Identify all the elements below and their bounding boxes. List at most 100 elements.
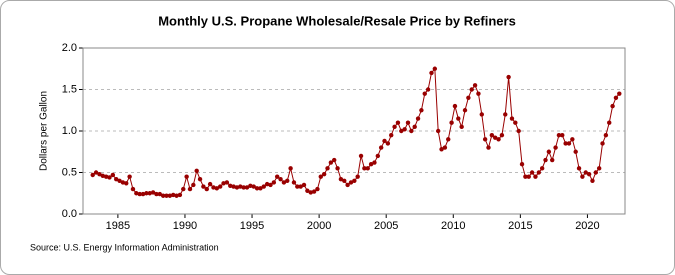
point bbox=[217, 184, 223, 189]
point bbox=[365, 166, 370, 171]
x-tick-label: 2020 bbox=[575, 220, 599, 232]
point bbox=[412, 124, 417, 130]
point bbox=[573, 149, 578, 154]
point bbox=[399, 128, 404, 134]
point bbox=[409, 128, 414, 134]
point bbox=[389, 132, 394, 138]
point bbox=[241, 185, 246, 190]
point bbox=[546, 149, 552, 154]
point bbox=[311, 189, 317, 194]
point bbox=[466, 95, 471, 101]
point bbox=[271, 180, 277, 185]
point bbox=[321, 171, 327, 177]
point bbox=[600, 141, 605, 146]
point bbox=[368, 162, 374, 167]
x-tick-label: 2015 bbox=[508, 220, 532, 232]
point bbox=[425, 87, 431, 92]
point bbox=[509, 116, 515, 121]
point bbox=[130, 186, 136, 192]
point bbox=[603, 132, 609, 138]
y-tick-label: 1.0 bbox=[62, 125, 77, 137]
point bbox=[254, 186, 260, 191]
point bbox=[291, 180, 297, 185]
point bbox=[590, 178, 595, 183]
chart-title: Monthly U.S. Propane Wholesale/Resale Pr… bbox=[158, 13, 516, 28]
point bbox=[405, 120, 411, 125]
point bbox=[529, 170, 535, 175]
point bbox=[583, 170, 588, 175]
point bbox=[533, 174, 538, 179]
point bbox=[419, 108, 424, 113]
point bbox=[489, 132, 495, 138]
point bbox=[479, 112, 484, 117]
point bbox=[124, 181, 129, 186]
point bbox=[560, 132, 565, 138]
point bbox=[459, 124, 464, 130]
point bbox=[214, 186, 220, 191]
x-tick-label: 1995 bbox=[240, 220, 264, 232]
x-tick-label: 1990 bbox=[173, 220, 197, 232]
point bbox=[593, 170, 599, 175]
point bbox=[382, 138, 387, 144]
point bbox=[580, 174, 585, 179]
point bbox=[335, 166, 340, 171]
point bbox=[164, 193, 169, 198]
point bbox=[261, 184, 266, 189]
point bbox=[516, 128, 521, 134]
point bbox=[221, 181, 226, 186]
point bbox=[211, 185, 216, 190]
point bbox=[207, 181, 213, 187]
point bbox=[395, 120, 401, 125]
point bbox=[157, 191, 163, 197]
point bbox=[325, 166, 330, 171]
x-tick-label: 2010 bbox=[441, 220, 465, 232]
x-tick-label: 2000 bbox=[307, 220, 331, 232]
point bbox=[264, 181, 270, 187]
point bbox=[456, 116, 461, 121]
point bbox=[610, 103, 615, 109]
point bbox=[550, 157, 555, 163]
point bbox=[137, 191, 142, 197]
point bbox=[392, 124, 397, 130]
point bbox=[352, 178, 357, 183]
point bbox=[338, 176, 344, 182]
point bbox=[513, 120, 518, 125]
point bbox=[160, 193, 166, 198]
point bbox=[191, 182, 196, 188]
point bbox=[536, 170, 542, 175]
point bbox=[174, 193, 179, 198]
point bbox=[342, 178, 347, 183]
point bbox=[258, 186, 263, 191]
point bbox=[345, 182, 350, 188]
point bbox=[328, 160, 334, 165]
point bbox=[154, 191, 159, 197]
point bbox=[295, 184, 300, 189]
point bbox=[385, 141, 391, 146]
point bbox=[563, 141, 568, 146]
y-tick-label: 0.5 bbox=[62, 166, 77, 178]
point bbox=[372, 160, 377, 165]
point bbox=[362, 166, 367, 171]
point bbox=[415, 116, 421, 121]
point bbox=[486, 145, 491, 150]
point bbox=[566, 141, 572, 146]
point bbox=[482, 137, 488, 142]
point bbox=[97, 171, 102, 177]
point bbox=[184, 174, 189, 179]
point bbox=[446, 137, 451, 142]
point bbox=[355, 174, 360, 179]
point bbox=[439, 147, 444, 152]
point bbox=[90, 172, 95, 178]
point bbox=[493, 135, 498, 140]
point bbox=[422, 91, 427, 96]
point bbox=[496, 137, 501, 142]
point bbox=[120, 180, 126, 185]
point bbox=[110, 172, 116, 178]
point bbox=[315, 186, 320, 192]
point bbox=[506, 74, 511, 80]
point bbox=[228, 183, 233, 188]
point bbox=[305, 188, 310, 193]
point bbox=[402, 127, 407, 132]
point bbox=[476, 91, 481, 96]
point bbox=[194, 168, 199, 174]
